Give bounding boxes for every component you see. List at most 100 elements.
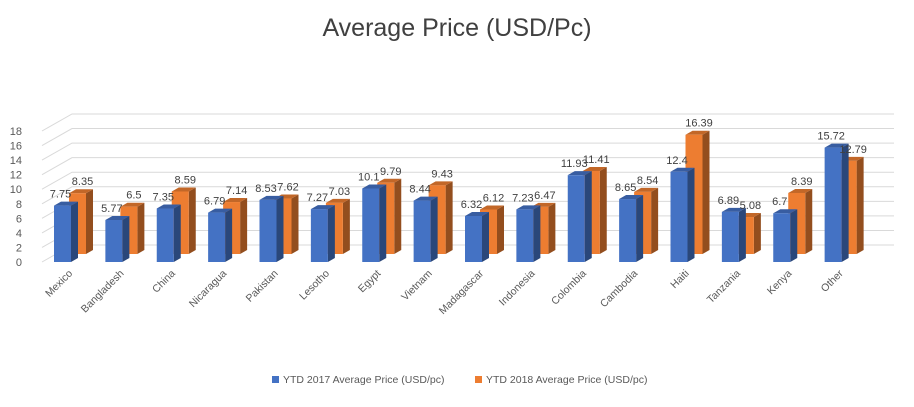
data-label-2018: 8.59 — [175, 174, 196, 186]
bar-2018-top — [377, 178, 402, 183]
bar-2017 — [156, 204, 181, 262]
bar-2017-front — [619, 199, 637, 262]
category-label: Bangladesh — [79, 268, 127, 316]
data-label-2017: 8.44 — [409, 184, 430, 196]
data-label-2017: 7.35 — [153, 192, 174, 204]
data-label-2018: 7.62 — [277, 182, 298, 194]
bar-2017 — [465, 212, 489, 262]
y-tick-label: 10 — [10, 184, 22, 196]
bar-2017 — [670, 167, 695, 262]
data-label-2017: 8.53 — [255, 183, 276, 195]
bar-2018-side — [805, 188, 813, 254]
bar-2017 — [773, 209, 798, 262]
y-tick-label: 12 — [10, 170, 22, 182]
data-label-2017: 5.77 — [101, 203, 122, 215]
legend: YTD 2017 Average Price (USD/pc) YTD 2018… — [272, 374, 647, 386]
y-tick-label: 16 — [10, 141, 22, 153]
bar-2017 — [310, 205, 335, 262]
category-label: Nicaragua — [187, 268, 229, 310]
data-label-2018: 8.54 — [637, 175, 658, 187]
data-label-2017: 7.27 — [307, 192, 328, 204]
y-axis-ticks: 0 2 4 6 8 10 12 14 16 18 — [10, 126, 22, 269]
bars — [54, 130, 864, 262]
category-label: Vietnam — [399, 267, 435, 303]
bar-2017-side — [379, 184, 387, 262]
bar-2017-side — [430, 196, 438, 262]
bar-2017-top — [465, 212, 489, 217]
bar-2017-front — [259, 199, 277, 262]
bar-2018-top — [223, 198, 248, 203]
legend-swatch-2018 — [475, 376, 482, 383]
bar-2017-top — [105, 216, 130, 221]
legend-label-2017: YTD 2017 Average Price (USD/pc) — [283, 374, 444, 386]
bar-2017-top — [773, 209, 798, 214]
bar-2018-side — [445, 181, 453, 254]
y-tick-label: 8 — [16, 199, 22, 211]
data-label-2017: 6.79 — [204, 196, 225, 208]
gridlines — [41, 113, 894, 263]
category-label: Haiti — [668, 268, 691, 291]
bar-2017-top — [310, 205, 335, 210]
bar-2017-front — [824, 147, 842, 262]
category-labels: Mexico Bangladesh China Nicaragua Pakistan Le… — [43, 267, 846, 317]
bar-2018-side — [240, 198, 248, 254]
bar-2018-side — [753, 213, 761, 254]
bar-2017-side — [173, 204, 181, 262]
bar-2018-top — [69, 189, 93, 194]
bar-2017-side — [738, 207, 746, 262]
bar-2017-side — [841, 143, 849, 262]
data-label-2017: 15.72 — [817, 131, 845, 143]
bar-2017-front — [516, 209, 534, 262]
bar-2018-side — [856, 156, 864, 254]
bar-2017-top — [362, 184, 387, 189]
bar-2017-side — [71, 201, 78, 262]
bar-2018-top — [634, 187, 659, 192]
bar-2017-side — [122, 216, 130, 262]
bar-2018-side — [86, 189, 93, 254]
bar-2018-top — [120, 202, 145, 207]
data-labels: 8.357.75 6.5 5.77 8.597.35 7.146.79 7.628.53 7… — [50, 118, 867, 215]
bar-2017 — [824, 143, 849, 262]
category-label: Mexico — [43, 268, 75, 300]
y-tick-label: 2 — [16, 242, 22, 254]
bar-2017-side — [687, 167, 695, 262]
bar-2017-front — [156, 208, 174, 262]
gridline — [41, 171, 894, 190]
bar-2017-front — [362, 188, 380, 262]
bar-2017-top — [259, 195, 284, 200]
bar-2017-front — [773, 213, 791, 262]
bar-2017-side — [482, 212, 489, 262]
bar-2018-side — [599, 166, 607, 254]
data-label-2017: 10.1 — [358, 171, 379, 183]
bar-2017-top — [54, 201, 78, 206]
category-label: Indonesia — [497, 268, 538, 309]
bar-2017 — [105, 216, 130, 262]
bar-2018-side — [702, 130, 710, 254]
category-label: Kenya — [765, 268, 795, 298]
bar-2017-side — [276, 195, 284, 262]
data-label-2018: 6.47 — [534, 190, 555, 202]
bar-2017-side — [584, 171, 592, 262]
legend-label-2018: YTD 2018 Average Price (USD/pc) — [486, 374, 647, 386]
bar-2018-side — [342, 198, 350, 254]
bar-2018-side — [188, 187, 196, 254]
gridline — [41, 128, 894, 146]
bar-2017 — [619, 195, 644, 262]
bar-2017 — [721, 207, 746, 262]
data-label-2018: 9.43 — [431, 168, 452, 180]
data-label-2018: 7.14 — [226, 185, 247, 197]
data-label-2017: 7.23 — [512, 192, 533, 204]
bar-2017-front — [310, 209, 328, 262]
data-label-2018: 6.12 — [483, 192, 504, 204]
data-label-2018: 9.79 — [380, 166, 401, 178]
bar-2018-side — [548, 202, 556, 254]
legend-swatch-2017 — [272, 376, 279, 383]
bar-2017-top — [824, 143, 849, 148]
y-tick-label: 4 — [16, 228, 22, 240]
data-label-2018: 6.5 — [126, 190, 141, 202]
bar-2017-side — [636, 195, 644, 262]
data-label-2017: 6.89 — [718, 195, 739, 207]
bar-2017-front — [105, 220, 123, 262]
bar-2018-side — [394, 178, 402, 254]
bar-2017 — [362, 184, 387, 262]
